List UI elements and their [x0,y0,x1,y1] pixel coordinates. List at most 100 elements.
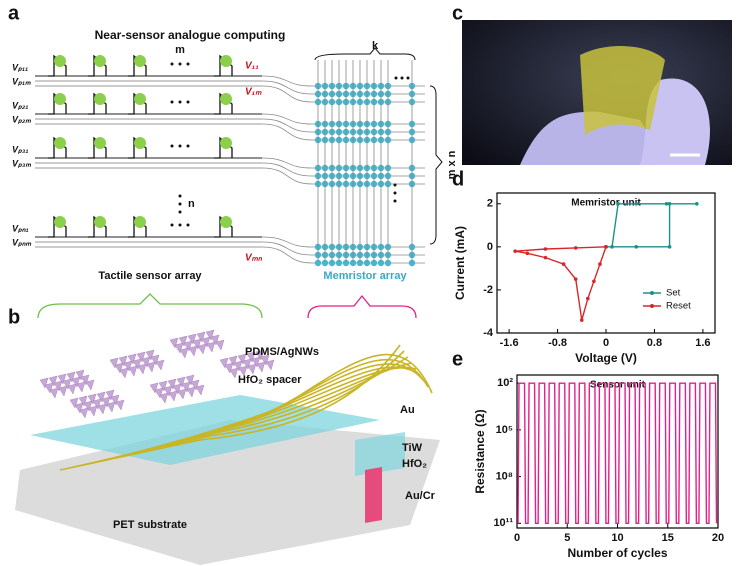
pyramid [75,369,85,381]
dot [178,62,182,66]
pyramid [172,383,182,395]
pyramid [119,367,129,379]
dot [393,199,397,203]
pyramid [57,373,67,385]
dot [178,210,182,214]
au-wire [171,353,433,447]
data-point [667,245,672,249]
au-cr-electrode [365,467,382,523]
memristor-label: Memristor array [323,270,407,282]
dot [170,62,174,66]
dot [170,100,174,104]
pyramid [109,357,119,369]
plot-frame [496,192,716,334]
chart-title: Sensor unit [590,380,646,391]
memristor [328,259,336,267]
mn-label: m x n [446,150,458,179]
pyramid [174,342,184,354]
pyramid [154,387,164,399]
sensor [128,92,147,115]
memristor [349,259,357,267]
pyramid [251,356,261,368]
dot [178,144,182,148]
pyramid [260,354,270,366]
pyramid [178,335,188,347]
row-label: Vₚ₁ₘ [12,76,31,86]
layer-label: Au/Cr [405,490,436,502]
sensor-dot [134,55,146,67]
data-point [525,251,530,256]
data-point [610,245,614,249]
pyramid [114,362,124,374]
pyramid [215,339,225,351]
pyramid [237,353,247,365]
pyramid [195,384,205,396]
x-tick-label: 0.8 [647,337,662,349]
sensor-dot [220,137,232,149]
pyramid [256,361,266,373]
hfo2-layer [355,432,405,476]
x-tick-label: -0.8 [548,337,567,349]
pyramid [71,376,81,388]
sensor-dot [220,93,232,105]
sensor-dot [54,216,66,228]
row-label: Vₚ₃ₘ [12,158,31,168]
pyramid [44,382,54,394]
x-tick-label: 20 [712,532,724,544]
pyramid [233,360,243,372]
pyramid [265,359,275,371]
data-point [573,277,578,281]
sensor [128,215,147,238]
fan-wire [261,162,425,177]
y-tick-label: 2 [487,198,493,210]
pyramid [74,402,84,414]
sensor [48,92,67,115]
pyramid [155,359,165,371]
pyramid [78,395,88,407]
pyramid [115,399,125,411]
data-point [543,255,548,260]
data-point [592,279,596,284]
pyramid [181,381,191,393]
layer-label: HfO₂ [402,458,427,470]
pyramid [69,397,79,409]
pyramid [137,363,147,375]
dot [394,76,398,80]
legend-marker [650,304,654,308]
pyramid [127,353,137,365]
panel-label: a [8,2,20,24]
data-point [543,247,548,251]
y-tick-label: -2 [483,284,493,296]
dot [400,76,404,80]
pyramid [169,337,179,349]
sensor-dot [54,137,66,149]
panel-label: d [452,168,464,190]
row-label: Vₚ₃₁ [12,144,29,154]
fan-wire [261,241,425,256]
sensor [88,54,107,77]
panel-b: b PDMS/AgNWs HfO₂ spacer Au TiW HfO₂ Au/Cr PET … [8,306,440,565]
pyramid [141,356,151,368]
dot [170,223,174,227]
pyramid [48,375,58,387]
au-wire [59,344,401,471]
memristor [408,259,416,267]
sensor-dot [220,55,232,67]
pyramid [39,377,49,389]
y-tick-label: 0 [487,241,493,253]
pyramid [66,371,76,383]
pyramid [123,360,133,372]
x-tick-label: 5 [564,532,570,544]
legend-marker [650,291,654,295]
data-point [561,262,566,266]
fan-wire [261,167,425,185]
pyramid [97,403,107,415]
panel-label: e [452,348,463,370]
data-point [513,249,517,253]
data-point [573,246,578,250]
pyramid [118,355,128,367]
pyramid [255,349,265,361]
pyramid [167,378,177,390]
dot [186,223,190,227]
